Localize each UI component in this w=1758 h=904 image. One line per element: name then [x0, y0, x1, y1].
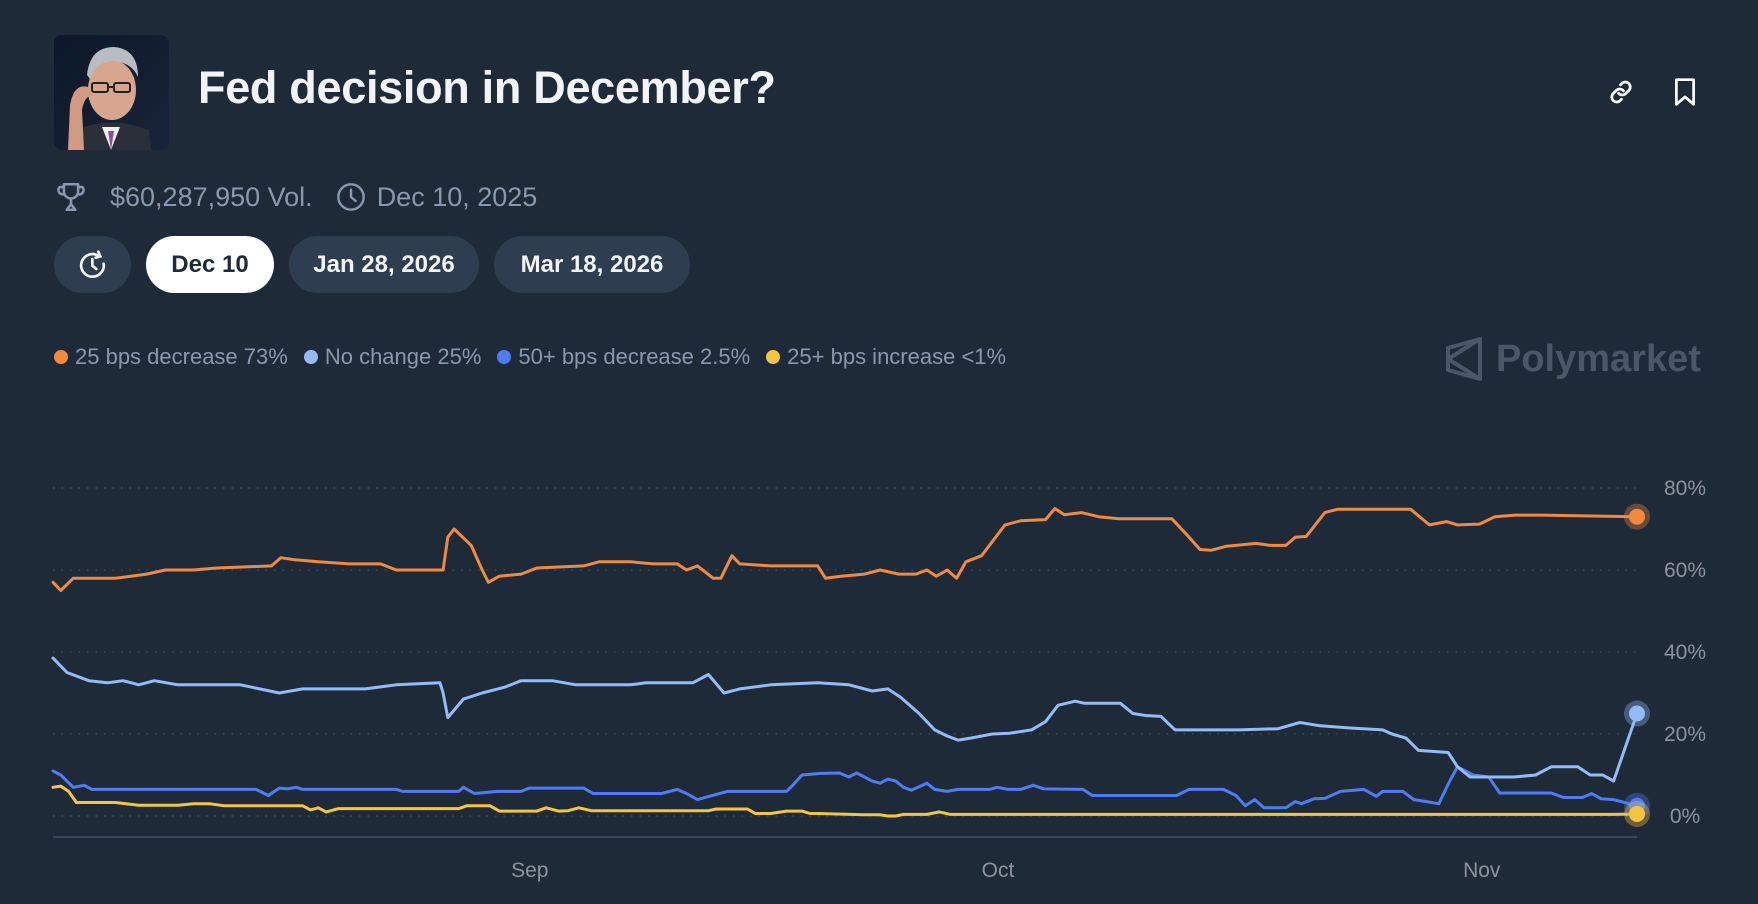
end-date-text: Dec 10, 2025 [376, 181, 538, 212]
bookmark-button[interactable] [1666, 73, 1704, 111]
legend-item-50bps-decrease: 50+ bps decrease 2.5% [497, 344, 750, 370]
x-tick-label: Nov [1463, 859, 1501, 882]
polymarket-watermark: Polymarket [1444, 336, 1701, 382]
history-button[interactable] [54, 236, 131, 293]
series-line-no-change [51, 656, 1639, 783]
legend-dot [303, 350, 318, 364]
tab-mar-18-2026[interactable]: Mar 18, 2026 [494, 236, 690, 293]
tab-dec-10[interactable]: Dec 10 [146, 236, 274, 293]
trophy-icon [54, 180, 88, 214]
chart-legend: 25 bps decrease 73% No change 25% 50+ bp… [54, 344, 1022, 370]
market-image [54, 35, 169, 150]
y-tick-label: 80% [1664, 477, 1706, 500]
legend-label: 50+ bps decrease 2.5% [518, 344, 751, 369]
legend-dot [766, 350, 781, 364]
legend-item-no-change: No change 25% [303, 344, 482, 370]
market-portrait-image [54, 35, 169, 150]
series-endpoint-dot [1629, 508, 1645, 525]
polymarket-logo-icon [1446, 337, 1482, 381]
polymarket-wordmark: Polymarket [1496, 337, 1701, 380]
series-line-50-bps-decrease [51, 765, 1639, 810]
y-tick-label: 60% [1664, 559, 1706, 582]
series-endpoint-dot [1629, 705, 1645, 722]
clock-icon [335, 181, 367, 213]
series-line-25-bps-increase [51, 784, 1639, 818]
series-endpoint-dot [1629, 805, 1645, 822]
legend-item-25bps-decrease: 25 bps decrease 73% [54, 344, 288, 370]
x-tick-label: Sep [511, 859, 548, 882]
history-clock-icon [79, 249, 105, 278]
link-icon [1610, 80, 1632, 104]
volume-text: $60,287,950 Vol. [110, 181, 313, 212]
series-line-25-bps-decrease [51, 507, 1639, 592]
legend-label: No change 25% [324, 344, 482, 369]
market-title: Fed decision in December? [198, 62, 776, 113]
x-tick-label: Oct [982, 859, 1015, 882]
date-tabs: Dec 10 Jan 28, 2026 Mar 18, 2026 [54, 236, 690, 293]
y-tick-label: 20% [1664, 723, 1706, 746]
y-tick-label: 0% [1670, 805, 1700, 828]
bookmark-icon [1675, 78, 1695, 106]
tab-jan-28-2026[interactable]: Jan 28, 2026 [289, 236, 479, 293]
legend-dot [54, 350, 68, 364]
market-meta: $60,287,950 Vol. Dec 10, 2025 [54, 178, 537, 216]
legend-dot [497, 350, 512, 364]
copy-link-button[interactable] [1602, 73, 1640, 111]
legend-label: 25+ bps increase <1% [787, 344, 1007, 369]
legend-item-25bps-increase: 25+ bps increase <1% [766, 344, 1006, 370]
legend-label: 25 bps decrease 73% [75, 344, 288, 369]
y-tick-label: 40% [1664, 641, 1706, 664]
